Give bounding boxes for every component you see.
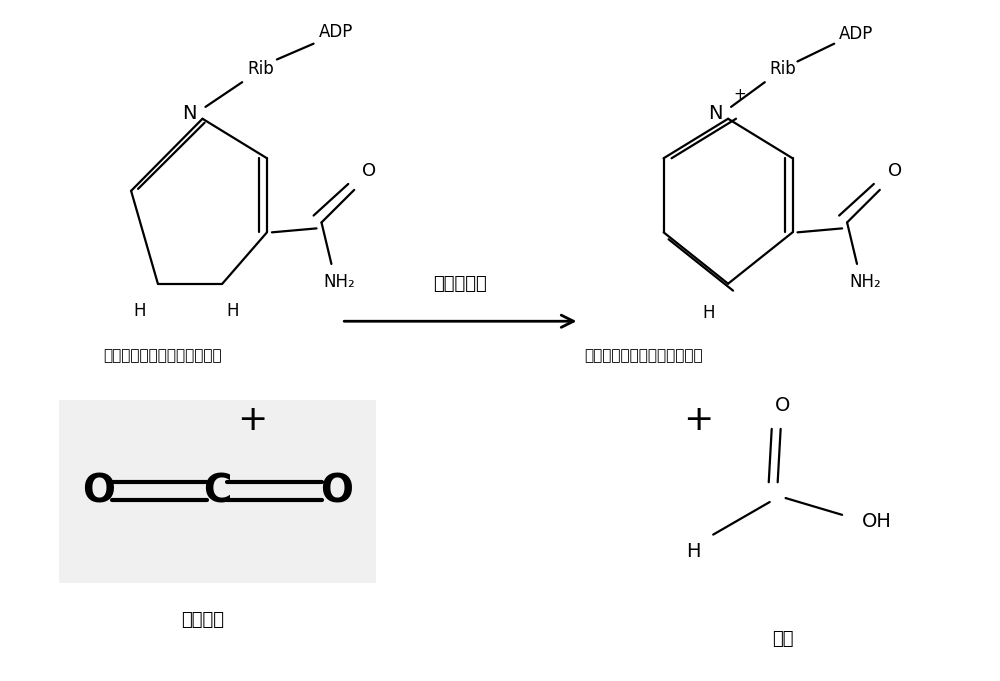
Text: OH: OH	[862, 512, 892, 531]
Text: O: O	[362, 162, 376, 180]
Text: N: N	[182, 104, 197, 123]
Text: 还原型烟酰胺腺嘌呤二核苷酸: 还原型烟酰胺腺嘌呤二核苷酸	[103, 348, 222, 363]
Text: H: H	[686, 542, 701, 561]
Text: 甲酸脱氢酶: 甲酸脱氢酶	[433, 274, 487, 293]
Text: ADP: ADP	[839, 25, 874, 43]
Text: 二氧化碳: 二氧化碳	[181, 611, 224, 629]
Text: +: +	[683, 403, 714, 437]
Text: O: O	[775, 396, 790, 415]
Text: Rib: Rib	[770, 61, 796, 78]
Text: +: +	[734, 86, 746, 101]
Text: H: H	[226, 302, 239, 320]
Text: O: O	[888, 162, 902, 180]
Text: +: +	[237, 403, 267, 437]
Text: H: H	[702, 304, 715, 322]
Text: 氧化型烟酰胺腺嘌呤二核苷酸: 氧化型烟酰胺腺嘌呤二核苷酸	[584, 348, 703, 363]
Text: ADP: ADP	[319, 23, 353, 41]
Bar	[59, 400, 376, 583]
Text: O: O	[82, 472, 115, 510]
Text: NH₂: NH₂	[849, 272, 881, 291]
Text: 甲酸: 甲酸	[772, 631, 793, 648]
Text: NH₂: NH₂	[323, 272, 355, 291]
Text: H: H	[134, 302, 146, 320]
Text: C: C	[203, 472, 232, 510]
Text: N: N	[708, 104, 722, 123]
Text: Rib: Rib	[247, 61, 274, 78]
Text: O: O	[320, 472, 353, 510]
